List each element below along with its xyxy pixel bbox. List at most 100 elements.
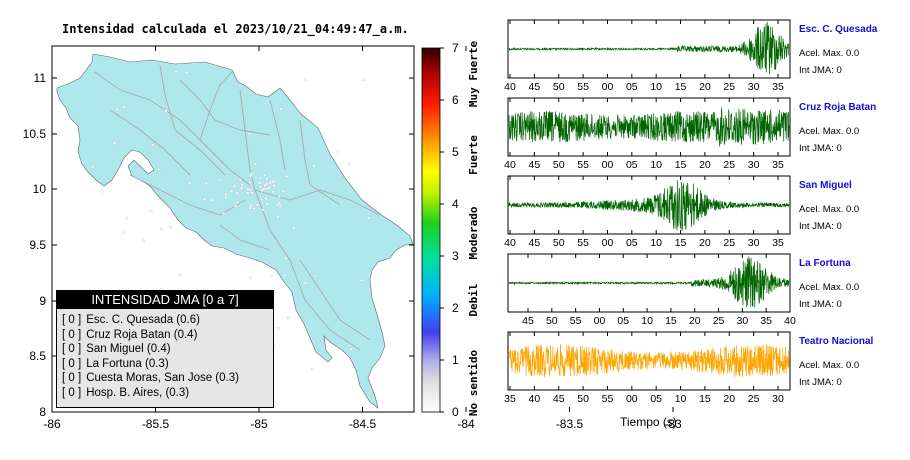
trace-x-tick-label: 50 [553, 81, 565, 93]
trace-x-tick-label: 50 [546, 315, 558, 327]
station-name: Teatro Nacional [799, 336, 874, 347]
legend-item-level: [ 0 ] [62, 386, 82, 399]
trace-x-tick-label: 30 [772, 393, 784, 405]
seismogram-panel: 35 40 45 50 55 00 05 10 15 20 25 30 [504, 331, 791, 405]
trace-x-tick-label: 05 [650, 393, 662, 405]
intensity-scale: 0 1 2 3 4 5 6 7 No sentido Debil Moderado Fuerte Mu… [421, 41, 480, 419]
station-int-jma: Int JMA: 0 [799, 143, 842, 154]
trace-x-tick-label: 55 [577, 237, 589, 249]
seismogram-panel: 40 45 50 55 00 05 10 15 20 25 30 35 [504, 19, 791, 93]
trace-x-tick-label: 55 [577, 159, 589, 171]
scale-tick-label: 5 [452, 145, 459, 159]
legend-item-station: La Fortuna (0.3) [86, 357, 169, 370]
trace-x-tick-label: 25 [723, 81, 735, 93]
time-axis-label: Tiempo (s) [620, 415, 677, 429]
trace-x-tick-label: 25 [748, 393, 760, 405]
legend-item-level: [ 0 ] [62, 372, 82, 385]
seismogram-panel: 40 45 50 55 00 05 10 15 20 25 30 35 [504, 97, 791, 171]
seismogram-panels: 40 45 50 55 00 05 10 15 20 25 30 35 40 45 50 55 00 05 10 15… [504, 19, 796, 405]
trace-x-tick-label: 50 [553, 159, 565, 171]
legend-item-station: Esc. C. Quesada (0.6) [86, 314, 200, 326]
scale-tick-label: 1 [452, 353, 459, 367]
trace-x-tick-label: 25 [713, 315, 725, 327]
legend-item: [ 0 ] Cruz Roja Batan (0.4) [62, 328, 273, 343]
trace-x-tick-label: 15 [675, 159, 687, 171]
trace-x-tick-label: 30 [737, 315, 749, 327]
map-y-tick-label: 11 [34, 71, 47, 85]
trace-x-tick-label: 30 [748, 237, 760, 249]
waveform-line [508, 344, 790, 378]
map-x-tick-label: -85 [250, 417, 268, 431]
station-int-jma: Int JMA: 0 [799, 299, 842, 310]
trace-x-tick-label: 45 [529, 237, 541, 249]
station-name: Cruz Roja Batan [799, 102, 877, 113]
trace-x-tick-label: 55 [577, 81, 589, 93]
scale-tick-label: 6 [452, 93, 459, 107]
trace-x-tick-label: 15 [699, 393, 711, 405]
legend-item-level: [ 0 ] [62, 314, 82, 326]
map-y-tick-label: 10 [33, 182, 47, 196]
map-x-axis: -86 -85.5 -85 -84.5 -84 -83.5 -83 [43, 46, 682, 431]
map-y-tick-label: 9.5 [29, 238, 46, 252]
station-int-jma: Int JMA: 0 [799, 65, 842, 76]
legend-item-station: Cuesta Moras, San Jose (0.3) [86, 372, 239, 385]
station-accel-max: Acel. Max. 0.0 [799, 48, 860, 59]
waveform-line [508, 21, 790, 75]
scale-intensity-label: No sentido [467, 350, 480, 417]
waveform-line [508, 256, 790, 308]
legend-item-station: Hosp. B. Aires, (0.3) [86, 386, 190, 399]
station-accel-max: Acel. Max. 0.0 [799, 360, 860, 371]
map-x-tick-label: -85.5 [142, 417, 170, 431]
map-x-tick-label: -86 [43, 417, 61, 431]
trace-x-tick-label: 55 [570, 315, 582, 327]
trace-x-tick-label: 35 [772, 237, 784, 249]
trace-x-tick-label: 50 [577, 393, 589, 405]
trace-x-tick-label: 45 [529, 81, 541, 93]
map-title: Intensidad calculada el 2023/10/21_04:49… [62, 22, 409, 36]
map-y-tick-label: 8.5 [29, 349, 46, 363]
trace-x-tick-label: 40 [504, 159, 516, 171]
trace-x-tick-label: 05 [626, 81, 638, 93]
map-y-tick-label: 10.5 [23, 127, 47, 141]
trace-x-tick-label: 35 [760, 315, 772, 327]
station-name: La Fortuna [799, 258, 851, 269]
waveform-line [508, 107, 790, 147]
legend-item-station: Cruz Roja Batan (0.4) [86, 328, 198, 341]
legend-item-station: San Miguel (0.4) [86, 343, 171, 356]
trace-x-tick-label: 25 [723, 237, 735, 249]
trace-x-tick-label: 40 [504, 237, 516, 249]
trace-x-tick-label: 20 [723, 393, 735, 405]
map-y-tick-label: 9 [39, 294, 46, 308]
station-int-jma: Int JMA: 0 [799, 377, 842, 388]
trace-x-tick-label: 00 [602, 81, 614, 93]
scale-tick-label: 4 [452, 197, 459, 211]
map-y-tick-label: 8 [39, 405, 46, 419]
trace-x-tick-label: 00 [602, 237, 614, 249]
trace-x-tick-label: 15 [675, 237, 687, 249]
map-x-tick-label: -84 [457, 417, 475, 431]
seismogram-panel: 40 45 50 55 00 05 10 15 20 25 30 35 [504, 175, 791, 249]
trace-x-tick-label: 35 [772, 81, 784, 93]
scale-intensity-label: Debil [467, 283, 480, 316]
scale-intensity-label: Muy Fuerte [467, 41, 480, 108]
station-accel-max: Acel. Max. 0.0 [799, 204, 860, 215]
intensity-legend: INTENSIDAD JMA [0 a 7] [ 0 ] Esc. C. Ques… [56, 290, 274, 408]
legend-item-level: [ 0 ] [62, 357, 82, 370]
trace-x-tick-label: 20 [689, 315, 701, 327]
trace-x-tick-label: 20 [699, 81, 711, 93]
trace-x-tick-label: 55 [602, 393, 614, 405]
scale-tick-label: 0 [452, 405, 459, 419]
station-name: San Miguel [799, 180, 852, 191]
trace-x-tick-label: 40 [784, 315, 796, 327]
legend-item: [ 0 ] San Miguel (0.4) [62, 342, 273, 357]
scale-tick-label: 3 [452, 249, 459, 263]
trace-x-tick-label: 30 [748, 159, 760, 171]
station-accel-max: Acel. Max. 0.0 [799, 126, 860, 137]
trace-x-tick-label: 25 [723, 159, 735, 171]
legend-item-level: [ 0 ] [62, 343, 82, 356]
waveform-line [508, 180, 790, 231]
map-y-axis: 11 10.5 10 9.5 9 8.5 8 [23, 71, 414, 419]
legend-item: [ 0 ] Cuesta Moras, San Jose (0.3) [62, 371, 273, 386]
trace-x-tick-label: 00 [602, 159, 614, 171]
